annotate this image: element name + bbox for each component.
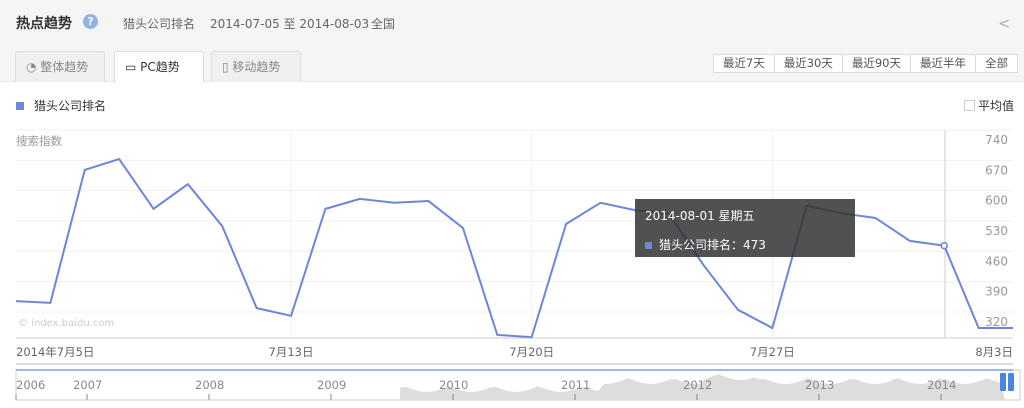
y-tick-label: 530 bbox=[985, 224, 1008, 238]
tooltip: 2014-08-01 星期五 猎头公司排名：473 bbox=[635, 199, 855, 257]
y-tick-label: 670 bbox=[985, 163, 1008, 177]
help-icon[interactable]: ? bbox=[83, 14, 98, 29]
range-handle-left[interactable] bbox=[1000, 373, 1006, 391]
tab-mobile[interactable]: ▯ 移动趋势 bbox=[211, 51, 301, 82]
timeline-year: 2012 bbox=[683, 378, 712, 392]
timeline-year: 2007 bbox=[73, 378, 102, 392]
range-all[interactable]: 全部 bbox=[975, 55, 1017, 72]
x-tick-label: 7月27日 bbox=[750, 345, 795, 359]
legend-label: 猎头公司排名 bbox=[34, 99, 107, 113]
region: 全国 bbox=[371, 17, 396, 31]
pie-icon: ◔ bbox=[26, 60, 41, 74]
tooltip-date: 2014-08-01 星期五 bbox=[645, 209, 755, 223]
y-tick-label: 460 bbox=[985, 254, 1008, 268]
tab-label: 整体趋势 bbox=[40, 60, 89, 74]
range-half-year[interactable]: 最近半年 bbox=[910, 55, 975, 72]
watermark: © index.baidu.com bbox=[18, 318, 115, 329]
tooltip-value: 473 bbox=[743, 238, 766, 252]
timeline-year: 2013 bbox=[805, 378, 834, 392]
data-point[interactable] bbox=[940, 241, 948, 250]
legend-swatch bbox=[16, 102, 24, 110]
tab-label: 移动趋势 bbox=[232, 60, 281, 74]
timeline-area bbox=[400, 374, 1005, 400]
y-tick-label: 390 bbox=[985, 285, 1008, 299]
timeline-year: 2006 bbox=[16, 378, 45, 392]
header: 热点趋势 ? 猎头公司排名 2014-07-05 至 2014-08-03 全国… bbox=[0, 0, 1024, 83]
tooltip-label: 猎头公司排名： bbox=[659, 238, 744, 252]
tab-overall[interactable]: ◔ 整体趋势 bbox=[15, 51, 105, 82]
share-icon[interactable]: < bbox=[998, 16, 1010, 32]
monitor-icon: ▭ bbox=[125, 60, 141, 74]
range-7d[interactable]: 最近7天 bbox=[722, 56, 765, 70]
legend[interactable]: 猎头公司排名 bbox=[16, 97, 106, 114]
y-tick-label: 600 bbox=[985, 194, 1008, 208]
page-title: 热点趋势 bbox=[16, 16, 72, 32]
range-selector: 最近7天 最近30天 最近90天 最近半年 全部 bbox=[712, 54, 1018, 73]
x-tick-label: 2014年7月5日 bbox=[16, 345, 94, 359]
series-line bbox=[15, 157, 1013, 339]
y-axis-label: 搜索指数 bbox=[16, 134, 62, 148]
range-90d[interactable]: 最近90天 bbox=[841, 55, 910, 72]
timeline-year: 2008 bbox=[195, 378, 224, 392]
y-tick-label: 320 bbox=[985, 315, 1008, 329]
keyword: 猎头公司排名 bbox=[123, 17, 196, 31]
timeline-year: 2009 bbox=[317, 378, 346, 392]
checkbox-icon bbox=[963, 100, 975, 111]
average-checkbox[interactable]: 平均值 bbox=[963, 97, 1014, 114]
range-30d[interactable]: 最近30天 bbox=[773, 55, 842, 72]
timeline-year: 2011 bbox=[561, 378, 590, 392]
average-label: 平均值 bbox=[977, 99, 1014, 113]
y-tick-label: 740 bbox=[985, 133, 1008, 147]
tooltip-swatch bbox=[645, 242, 652, 249]
tab-pc[interactable]: ▭ PC趋势 bbox=[114, 51, 204, 83]
x-tick-label: 8月3日 bbox=[975, 345, 1013, 359]
tab-label: PC趋势 bbox=[140, 60, 180, 74]
x-tick-label: 7月13日 bbox=[269, 345, 314, 359]
x-tick-label: 7月20日 bbox=[509, 345, 554, 359]
date-range: 2014-07-05 至 2014-08-03 bbox=[210, 17, 370, 31]
timeline-year: 2014 bbox=[927, 378, 956, 392]
timeline-year: 2010 bbox=[439, 378, 468, 392]
range-handle-right[interactable] bbox=[1008, 373, 1014, 391]
mobile-icon: ▯ bbox=[222, 60, 233, 74]
